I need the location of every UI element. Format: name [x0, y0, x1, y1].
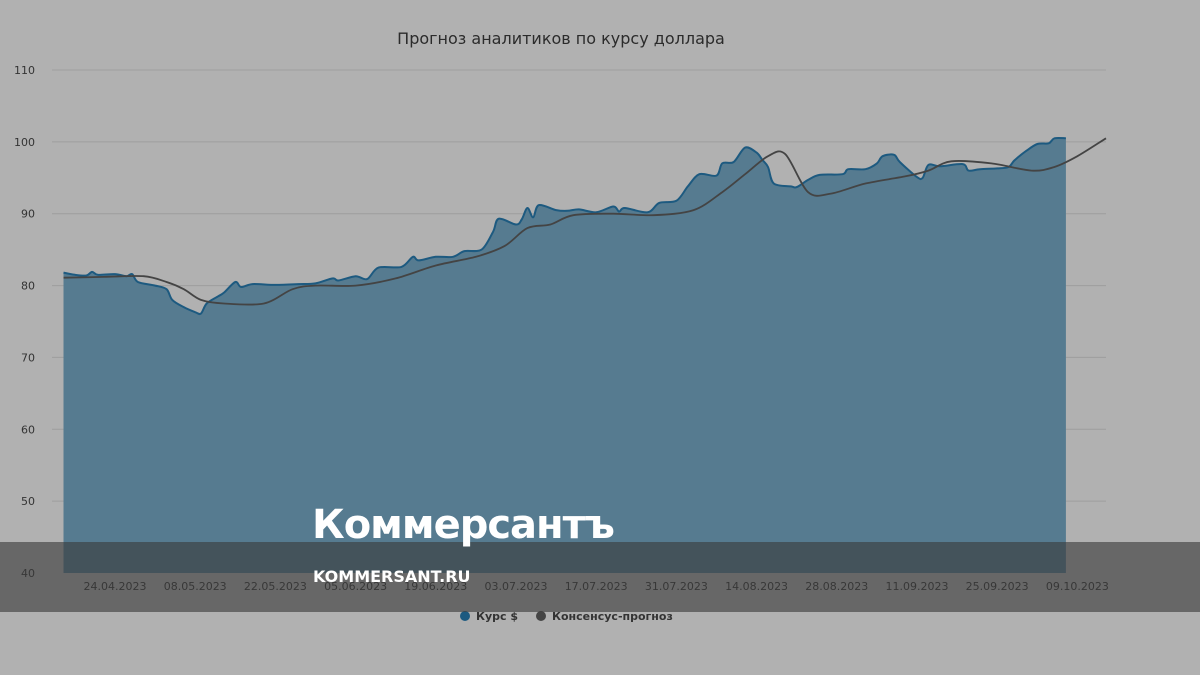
watermark-url: KOMMERSANT.RU: [313, 567, 471, 586]
legend-marker-consensus: [536, 611, 546, 621]
series-layer: [63, 136, 1107, 573]
y-tick-label: 50: [21, 495, 35, 508]
y-tick-label: 100: [14, 136, 35, 149]
watermark-band: [0, 542, 1200, 612]
legend-label-usd: Курс $: [476, 610, 518, 623]
series-line-consensus: [63, 137, 1107, 306]
legend-marker-usd: [460, 611, 470, 621]
y-tick-label: 80: [21, 280, 35, 293]
legend: Курс $ Консенсус-прогноз: [460, 610, 673, 623]
area-fill-usd: [63, 137, 1066, 573]
series-line-usd: [63, 136, 1066, 316]
y-tick-label: 90: [21, 208, 35, 221]
y-tick-label: 110: [14, 64, 35, 77]
y-tick-label: 70: [21, 351, 35, 364]
legend-label-consensus: Консенсус-прогноз: [552, 610, 673, 623]
y-tick-label: 60: [21, 423, 35, 436]
watermark-logo: Коммерсантъ: [312, 502, 615, 548]
chart-title: Прогноз аналитиков по курсу доллара: [397, 29, 725, 48]
